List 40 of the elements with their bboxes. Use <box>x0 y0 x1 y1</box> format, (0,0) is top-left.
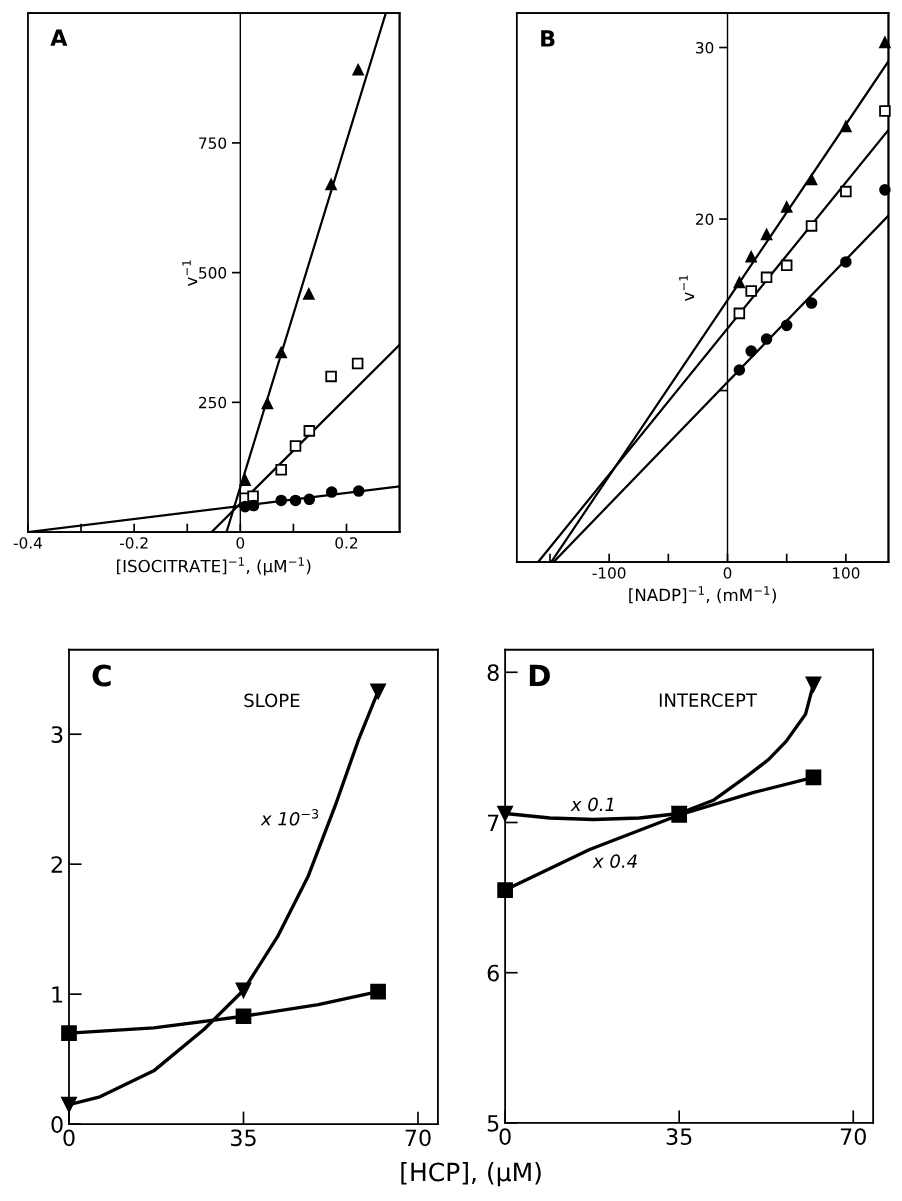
x-tick-label: -0.2 <box>119 537 148 549</box>
x-tick-label: 35 <box>666 1128 692 1145</box>
x-tick-label: 0 <box>236 537 245 549</box>
y-tick-label: 0 <box>51 1116 63 1133</box>
x-tick-label: 35 <box>231 1129 256 1147</box>
text: SLOPE <box>244 693 300 708</box>
x-axis-title: [HCP], (μM) <box>401 1162 541 1187</box>
x-tick-label: 70 <box>840 1128 866 1145</box>
y-tick-label: 7 <box>487 814 499 831</box>
chart-title: C <box>92 664 111 687</box>
y-tick-label: 5 <box>487 1115 499 1132</box>
x-tick-label: -0.4 <box>13 537 43 549</box>
y-tick-label: 1 <box>52 986 63 1003</box>
y-tick-label: 8 <box>487 664 499 682</box>
chart-title: D <box>529 664 550 687</box>
x-tick-label: 70 <box>405 1129 431 1147</box>
text: A <box>50 29 68 46</box>
y-tick-label: 3 <box>51 726 63 743</box>
y-tick-label: 2 <box>51 856 62 873</box>
x-tick-label: 0 <box>499 1128 511 1145</box>
x-tick-label: 0 <box>723 567 732 579</box>
y-tick-label: 750 <box>199 137 227 149</box>
y-tick-label: 500 <box>199 267 227 279</box>
text: INTERCEPT <box>659 693 757 708</box>
annotation: x 0.4 <box>592 854 637 868</box>
y-tick-label: 6 <box>487 964 499 982</box>
annotation: x 10$^{−3}$ <box>260 809 319 826</box>
x-axis-title: [ISOCITRATE]$^{−1}$, (μM$^{−1}$) <box>117 557 311 576</box>
x-axis-title: [NADP]$^{−1}$, (mM$^{−1}$) <box>629 586 776 604</box>
y-tick-label: 30 <box>696 41 714 54</box>
x-tick-label: 0.2 <box>335 537 358 549</box>
annotation: x 0.1 <box>570 797 614 812</box>
y-axis-title: v$^{−1}$ <box>182 260 198 287</box>
x-tick-label: 100 <box>832 567 860 579</box>
x-tick-label: 0 <box>63 1129 75 1147</box>
text: B <box>541 30 555 47</box>
x-tick-label: -100 <box>592 567 626 579</box>
y-tick-label: 20 <box>696 213 714 226</box>
y-tick-label: 250 <box>199 396 227 409</box>
y-axis-title: v$^{−1}$ <box>679 275 695 302</box>
